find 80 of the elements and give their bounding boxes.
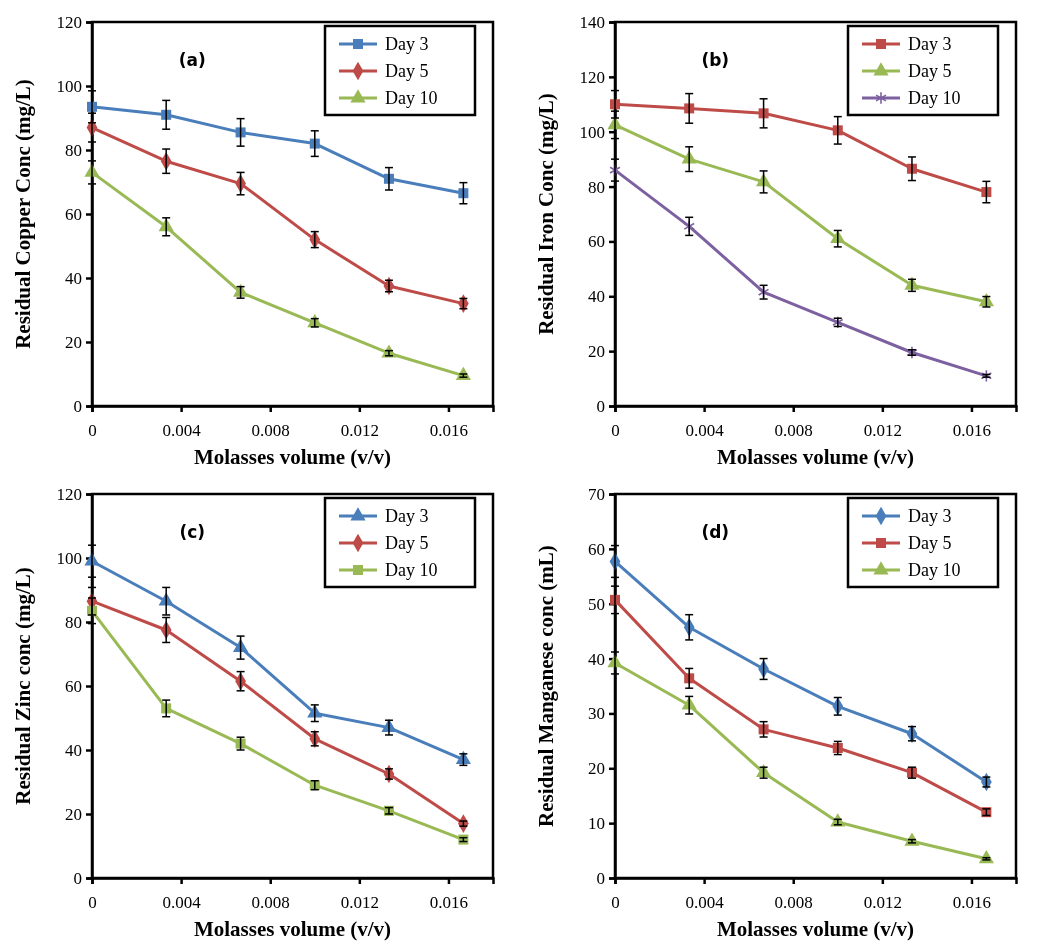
y-tick-label: 100 [56,76,82,96]
legend-label: Day 3 [908,34,952,54]
y-tick-label: 20 [65,332,82,352]
x-tick-label: 0.012 [863,893,902,913]
point [458,188,469,199]
annotation: (c) [179,522,206,542]
y-tick-label: 40 [588,649,605,669]
y-tick-label: 100 [579,122,605,142]
y-tick-label: 120 [56,12,82,32]
x-tick-label: 0.004 [162,893,202,913]
y-tick-label: 60 [65,676,82,696]
x-tick-label: 0.012 [340,421,379,441]
y-tick-label: 10 [588,814,605,834]
y-tick-label: 80 [65,612,82,632]
y-tick-label: 60 [588,232,605,252]
legend-label: Day 10 [908,88,961,108]
y-tick-label: 60 [65,204,82,224]
y-tick-label: 20 [588,759,605,779]
y-axis-title: Residual Manganese conc (mL) [534,545,558,827]
point [758,108,769,119]
y-tick-label: 70 [588,484,605,504]
y-tick-label: 20 [588,342,605,362]
y-tick-label: 80 [65,140,82,160]
point [235,127,246,138]
y-tick-label: 0 [73,868,82,888]
y-tick-label: 50 [588,594,605,614]
x-tick-label: 0 [611,421,620,441]
legend-label: Day 10 [908,560,961,580]
y-tick-label: 20 [65,804,82,824]
y-tick-label: 120 [579,67,605,87]
point [758,724,769,735]
y-tick-label: 60 [588,539,605,559]
annotation: (b) [701,50,730,70]
x-tick-label: 0.012 [340,893,379,913]
legend-label: Day 3 [908,506,952,526]
y-axis-title: Residual Copper Conc (mg/L) [11,79,35,349]
x-tick-label: 0.012 [863,421,902,441]
x-tick-label: 0.016 [429,893,469,913]
legend-label: Day 5 [908,61,952,81]
x-tick-label: 0.016 [952,421,992,441]
x-tick-label: 0.008 [251,421,290,441]
x-tick-label: 0.016 [429,421,469,441]
y-tick-label: 40 [65,268,82,288]
x-axis-title: Molasses volume (v/v) [193,917,392,941]
annotation: (a) [178,50,206,70]
y-tick-label: 120 [56,484,82,504]
legend-label: Day 5 [385,533,429,553]
x-tick-label: 0.004 [685,893,725,913]
legend-label: Day 3 [385,34,429,54]
y-axis-title: Residual Zinc conc (mg/L) [11,567,35,805]
y-tick-label: 140 [579,12,605,32]
x-tick-label: 0 [88,893,97,913]
annotation: (d) [701,522,730,542]
x-tick-label: 0 [611,893,620,913]
x-axis-title: Molasses volume (v/v) [716,917,915,941]
y-tick-label: 40 [588,287,605,307]
y-tick-label: 40 [65,740,82,760]
legend-label: Day 5 [908,533,952,553]
legend-label: Day 3 [385,506,429,526]
x-tick-label: 0.004 [162,421,202,441]
x-tick-label: 0 [88,421,97,441]
legend-label: Day 10 [385,560,438,580]
y-axis-title: Residual Iron Conc (mg/L) [534,93,558,335]
x-tick-label: 0.008 [774,421,813,441]
y-tick-label: 100 [56,548,82,568]
y-tick-label: 0 [73,396,82,416]
x-tick-label: 0.008 [774,893,813,913]
y-tick-label: 0 [596,868,605,888]
x-tick-label: 0.004 [685,421,725,441]
x-axis-title: Molasses volume (v/v) [716,445,915,469]
legend-label: Day 5 [385,61,429,81]
y-tick-label: 30 [588,704,605,724]
y-tick-label: 80 [588,177,605,197]
x-axis-title: Molasses volume (v/v) [193,445,392,469]
x-tick-label: 0.008 [251,893,290,913]
point [981,187,992,198]
y-tick-label: 0 [596,396,605,416]
x-tick-label: 0.016 [952,893,992,913]
legend-label: Day 10 [385,88,438,108]
point [980,369,993,383]
